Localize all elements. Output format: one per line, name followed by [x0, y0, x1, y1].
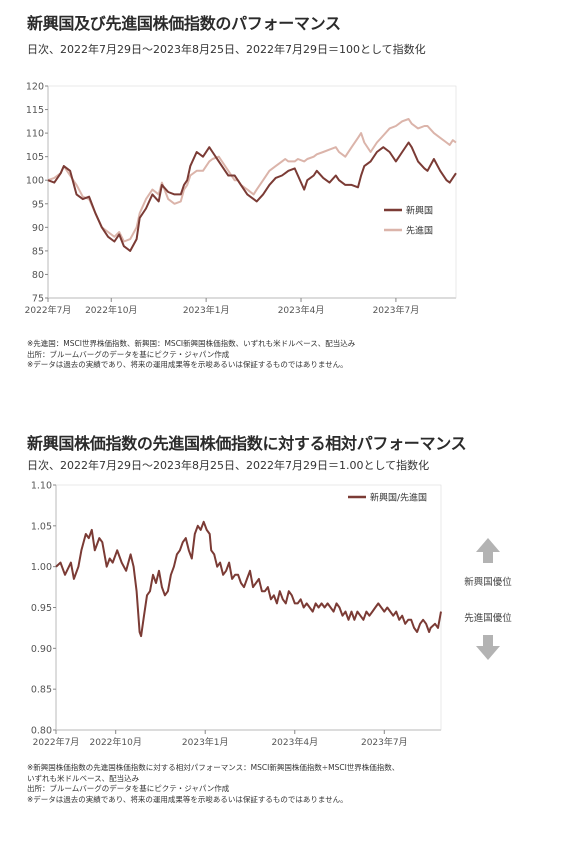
chart-2-y-tick-label: 0.80 — [31, 726, 52, 737]
chart-2-x-tick-label: 2022年10月 — [90, 736, 142, 748]
chart-2-x-tick-label: 2022年7月 — [33, 736, 80, 748]
chart-1-subtitle: 日次、2022年7月29日～2023年8月25日、2022年7月29日＝100と… — [27, 43, 426, 56]
chart-1-y-tick-label: 90 — [32, 223, 44, 234]
chart-1-legend-label: 新興国 — [406, 205, 433, 217]
chart-1-y-tick-label: 75 — [32, 294, 44, 305]
arrow-down-icon — [476, 635, 500, 660]
chart-1-legend-label: 先進国 — [406, 225, 433, 237]
chart-2-x-tick-label: 2023年4月 — [271, 736, 318, 748]
chart-2-x-tick-label: 2023年7月 — [361, 736, 408, 748]
chart-section-1: 新興国及び先進国株価指数のパフォーマンス 日次、2022年7月29日～2023年… — [0, 0, 582, 390]
chart-2-series-line — [55, 520, 442, 638]
chart-2-y-tick-label: 1.05 — [31, 521, 52, 532]
chart-2-y-tick-label: 1.10 — [31, 481, 52, 492]
chart-2-plot: 0.80 0.85 0.90 0.95 1.00 1.05 1.10 2022年7月 2022年… — [31, 481, 512, 749]
chart-2-y-tick-label: 0.90 — [31, 644, 52, 655]
chart-1-x-tick-label: 2022年10月 — [85, 304, 137, 316]
chart-1-note: ※先進国：MSCI世界株価指数、新興国：MSCI新興国株価指数、いずれも米ドルベ… — [27, 339, 356, 348]
chart-1-y-tick-label: 110 — [26, 129, 44, 140]
chart-2-x-tick-label: 2023年1月 — [182, 736, 229, 748]
chart-2-plot-frame — [55, 484, 442, 731]
chart-1-y-tick-label: 115 — [26, 105, 44, 116]
chart-1-series-line — [47, 118, 457, 243]
chart-2-title: 新興国株価指数の先進国株価指数に対する相対パフォーマンス — [27, 434, 467, 453]
chart-1-plot: 75 80 85 90 95 100 105 110 115 120 2022年7月 2022年10月… — [25, 82, 457, 316]
side-label-up: 新興国優位 — [464, 576, 512, 588]
chart-1-note: ※データは過去の実績であり、将来の運用成果等を示唆あるいは保証するものではありま… — [27, 360, 348, 369]
chart-1-series-line — [47, 141, 457, 252]
chart-1-y-tick-label: 95 — [32, 199, 44, 210]
chart-1-y-tick-label: 100 — [26, 176, 44, 187]
chart-1-y-tick-label: 120 — [26, 82, 44, 93]
chart-2-note: 出所：ブルームバーグのデータを基にピクテ・ジャパン作成 — [27, 784, 230, 793]
chart-1-note: 出所：ブルームバーグのデータを基にピクテ・ジャパン作成 — [27, 349, 230, 359]
side-label-down: 先進国優位 — [464, 612, 512, 624]
chart-1-x-tick-label: 2023年7月 — [373, 304, 420, 316]
chart-1-plot-frame — [47, 85, 457, 299]
chart-2-note: いずれも米ドルベース、配当込み — [27, 773, 140, 783]
chart-2-note: ※新興国株価指数の先進国株価指数に対する相対パフォーマンス：MSCI新興国株価指… — [27, 763, 400, 772]
chart-2-legend-label: 新興国/先進国 — [370, 492, 427, 504]
chart-2-subtitle: 日次、2022年7月29日～2023年8月25日、2022年7月29日＝1.00… — [27, 459, 430, 472]
chart-1-x-tick-label: 2023年4月 — [278, 304, 325, 316]
chart-1-title: 新興国及び先進国株価指数のパフォーマンス — [27, 14, 341, 33]
arrow-up-icon — [476, 538, 500, 563]
chart-2-y-tick-label: 0.95 — [31, 603, 52, 614]
chart-2-y-tick-label: 1.00 — [31, 562, 52, 573]
chart-section-2: 新興国株価指数の先進国株価指数に対する相対パフォーマンス 日次、2022年7月2… — [0, 425, 582, 841]
chart-1-x-tick-label: 2022年7月 — [25, 304, 72, 316]
chart-1-y-tick-label: 80 — [32, 270, 44, 281]
chart-1-x-tick-label: 2023年1月 — [183, 304, 230, 316]
chart-1-y-tick-label: 105 — [26, 152, 44, 163]
chart-1-y-tick-label: 85 — [32, 246, 44, 257]
chart-1-notes: ※先進国：MSCI世界株価指数、新興国：MSCI新興国株価指数、いずれも米ドルベ… — [27, 339, 355, 371]
chart-2-y-tick-label: 0.85 — [31, 685, 52, 696]
chart-2-note: ※データは過去の実績であり、将来の運用成果等を示唆あるいは保証するものではありま… — [27, 794, 348, 804]
chart-2-notes: ※新興国株価指数の先進国株価指数に対する相対パフォーマンス：MSCI新興国株価指… — [27, 763, 399, 805]
